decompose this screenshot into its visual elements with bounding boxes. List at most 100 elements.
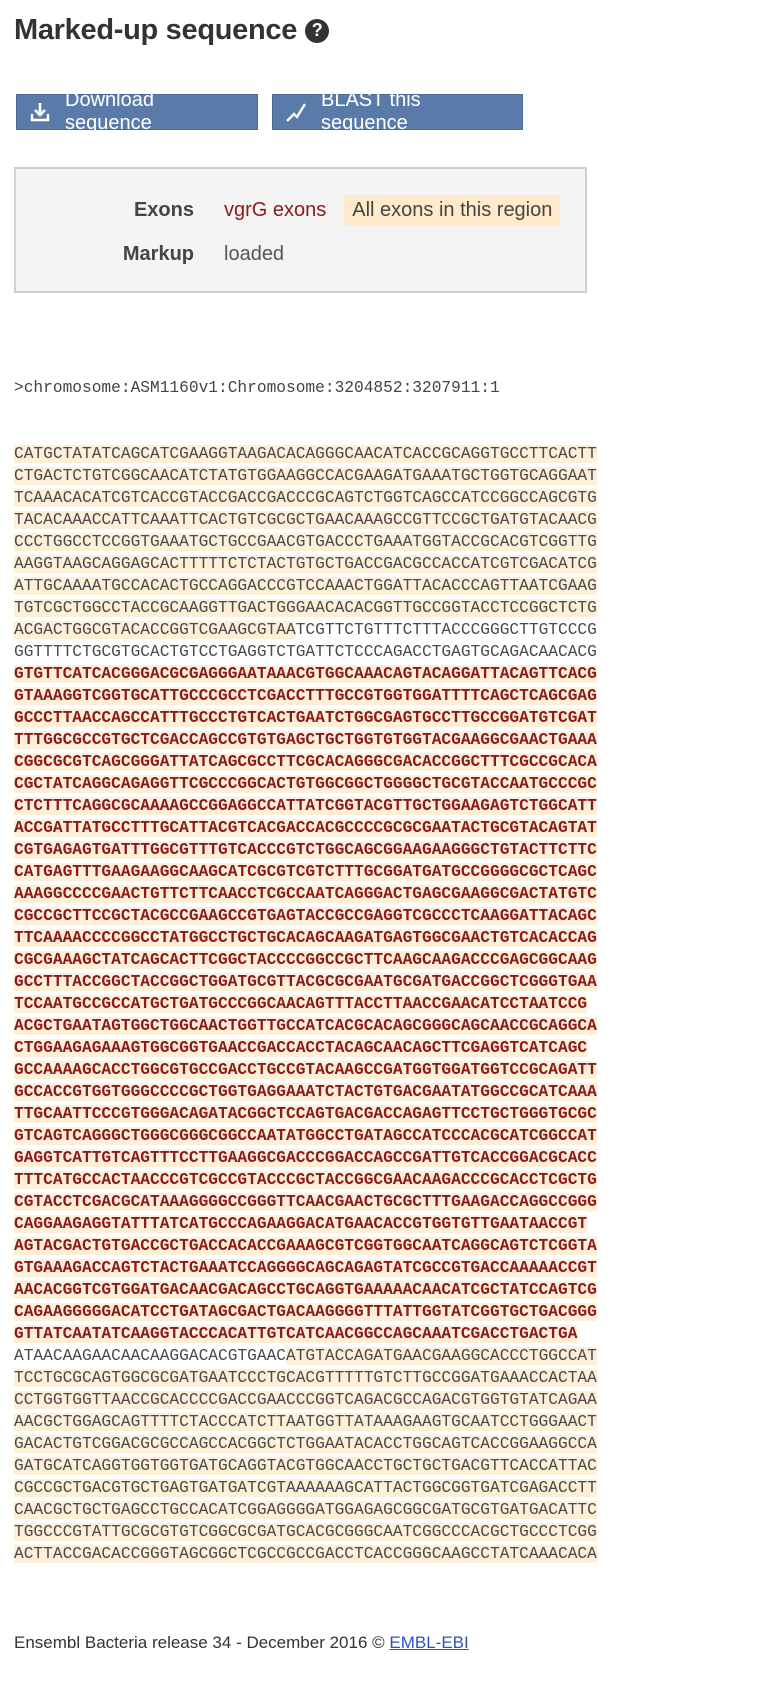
- sequence-line: CAACGCTGCTGAGCCTGCCACATCGGAGGGGATGGAGAGC…: [14, 1499, 758, 1521]
- exons-value[interactable]: vgrG exons: [224, 199, 327, 221]
- sequence-line: CAGAAGGGGGACATCCTGATAGCGACTGACAAGGGGTTTA…: [14, 1301, 758, 1323]
- exon-segment: CTGGAAGAGAAAGTGGCGGTGAACCGACCACCTACAGCAA…: [14, 1039, 588, 1057]
- exon-segment: CTCTTTCAGGCGCAAAAGCCGGAGGCCATTATCGGTACGT…: [14, 797, 597, 815]
- sequence-line: GTCAGTCAGGGCTGGGCGGGCGGCCAATATGGCCTGATAG…: [14, 1125, 758, 1147]
- sequence-line: CGCTATCAGGCAGAGGTTCGCCCGGCACTGTGGCGGCTGG…: [14, 773, 758, 795]
- sequence-line: CGTGAGAGTGATTTGGCGTTTGTCACCCGTCTGGCAGCGG…: [14, 839, 758, 861]
- blast-sequence-button[interactable]: BLAST this sequence: [272, 89, 523, 134]
- sequence-line: CGCCGCTGACGTGCTGAGTGATGATCGTAAAAAAGCATTA…: [14, 1477, 758, 1499]
- sequence-line: TTTGGCGCCGTGCTCGACCAGCCGTGTGAGCTGCTGGTGT…: [14, 729, 758, 751]
- markup-config-panel: Exons vgrG exons All exons in this regio…: [14, 167, 587, 293]
- sequence-line: CCTGGTGGTTAACCGCACCCCGACCGAACCCGGTCAGACG…: [14, 1389, 758, 1411]
- sequence-line: TCCAATGCCGCCATGCTGATGCCCGGCAACAGTTTACCTT…: [14, 993, 758, 1015]
- sequence-line: TTGCAATTCCCGTGGGACAGATACGGCTCCAGTGACGACC…: [14, 1103, 758, 1125]
- sequence-line: GCCTTTACCGGCTACCGGCTGGATGCGTTACGCGCGAATG…: [14, 971, 758, 993]
- intergenic-segment: GGTTTTCTGCGTGCACTGTCCTGAGGTCTGATTCTCCCAG…: [14, 643, 597, 661]
- sequence-line: CTGACTCTGTCGGCAACATCTATGTGGAAGGCCACGAAGA…: [14, 465, 758, 487]
- exon-segment: AACACGGTCGTGGATGACAACGACAGCCTGCAGGTGAAAA…: [14, 1281, 597, 1299]
- exon-segment: CGTGAGAGTGATTTGGCGTTTGTCACCCGTCTGGCAGCGG…: [14, 841, 597, 859]
- sequence-line: GACACTGTCGGACGCGCCAGCCACGGCTCTGGAATACACC…: [14, 1433, 758, 1455]
- exon-segment: TTCAAAACCCCGGCCTATGGCCTGCTGCACAGCAAGATGA…: [14, 929, 597, 947]
- markup-value: loaded: [224, 243, 285, 265]
- flank-segment: TCAAACACATCGTCACCGTACCGACCGACCCGCAGTCTGG…: [14, 489, 597, 507]
- sequence-line: ATAACAAGAACAACAAGGACACGTGAACATGTACCAGATG…: [14, 1345, 758, 1367]
- exon-segment: CATGAGTTTGAAGAAGGCAAGCATCGCGTCGTCTTTGCGG…: [14, 863, 597, 881]
- markup-row: Markup loaded: [16, 243, 284, 266]
- footer: Ensembl Bacteria release 34 - December 2…: [14, 1633, 469, 1653]
- flank-segment: ATTGCAAAATGCCACACTGCCAGGACCCGTCCAAACTGGA…: [14, 577, 597, 595]
- sequence-line: CATGAGTTTGAAGAAGGCAAGCATCGCGTCGTCTTTGCGG…: [14, 861, 758, 883]
- sequence-line: TGGCCCGTATTGCGCGTGTCGGCGCGATGCACGCGGGCAA…: [14, 1521, 758, 1543]
- markup-label: Markup: [122, 243, 194, 265]
- sequence-line: GTAAAGGTCGGTGCATTGCCCGCCTCGACCTTTGCCGTGG…: [14, 685, 758, 707]
- exon-segment: GCCAAAAGCACCTGGCGTGCCGACCTGCCGTACAAGCCGA…: [14, 1061, 597, 1079]
- flank-segment: ATGTACCAGATGAACGAAGGCACCCTGGCCAT: [286, 1347, 597, 1365]
- flank-segment: GATGCATCAGGTGGTGGTGATGCAGGTACGTGGCAACCTG…: [14, 1457, 597, 1475]
- sequence-line: GTGTTCATCACGGGACGCGAGGGAATAAACGTGGCAAACA…: [14, 663, 758, 685]
- sequence-line: TTCAAAACCCCGGCCTATGGCCTGCTGCACAGCAAGATGA…: [14, 927, 758, 949]
- sequence-line: AGTACGACTGTGACCGCTGACCACACCGAAAGCGTCGGTG…: [14, 1235, 758, 1257]
- exon-segment: TTGCAATTCCCGTGGGACAGATACGGCTCCAGTGACGACC…: [14, 1105, 597, 1123]
- exon-segment: ACGCTGAATAGTGGCTGGCAACTGGTTGCCATCACGCACA…: [14, 1017, 597, 1035]
- sequence-header: >chromosome:ASM1160v1:Chromosome:3204852…: [14, 379, 500, 397]
- exon-segment: TTTGGCGCCGTGCTCGACCAGCCGTGTGAGCTGCTGGTGT…: [14, 731, 597, 749]
- exon-segment: ACCGATTATGCCTTTGCATTACGTCACGACCACGCCCCGC…: [14, 819, 597, 837]
- exon-segment: AGTACGACTGTGACCGCTGACCACACCGAAAGCGTCGGTG…: [14, 1237, 597, 1255]
- download-icon: [29, 101, 51, 123]
- embl-ebi-link[interactable]: EMBL-EBI: [389, 1633, 469, 1652]
- flank-segment: CAACGCTGCTGAGCCTGCCACATCGGAGGGGATGGAGAGC…: [14, 1501, 597, 1519]
- download-sequence-label: Download sequence: [65, 89, 154, 134]
- sequence-line: GTTATCAATATCAAGGTACCCACATTGTCATCAACGGCCA…: [14, 1323, 758, 1345]
- exon-segment: CGGCGCGTCAGCGGGATTATCAGCGCCTTCGCACAGGGCG…: [14, 753, 597, 771]
- exon-segment: CGCCGCTTCCGCTACGCCGAAGCCGTGAGTACCGCCGAGG…: [14, 907, 597, 925]
- sequence-line: CATGCTATATCAGCATCGAAGGTAAGACACAGGGCAACAT…: [14, 443, 758, 465]
- flank-segment: AAGGTAAGCAGGAGCACTTTTTCTCTACTGTGCTGACCGA…: [14, 555, 597, 573]
- sequence-line: GTGAAAGACCAGTCTACTGAAATCCAGGGGCAGCAGAGTA…: [14, 1257, 758, 1279]
- help-icon[interactable]: ?: [305, 18, 330, 43]
- exon-segment: GTAAAGGTCGGTGCATTGCCCGCCTCGACCTTTGCCGTGG…: [14, 687, 597, 705]
- footer-text: Ensembl Bacteria release 34 - December 2…: [14, 1633, 390, 1652]
- sequence-line: GCCCTTAACCAGCCATTTGCCCTGTCACTGAATCTGGCGA…: [14, 707, 758, 729]
- sequence-line: GAGGTCATTGTCAGTTTCCTTGAAGGCGACCCGGACCAGC…: [14, 1147, 758, 1169]
- exon-segment: GCCACCGTGGTGGGCCCCGCTGGTGAGGAAATCTACTGTG…: [14, 1083, 597, 1101]
- sequence-line: TTTCATGCCACTAACCCGTCGCCGTACCCGCTACCGGCGA…: [14, 1169, 758, 1191]
- exon-segment: TTTCATGCCACTAACCCGTCGCCGTACCCGCTACCGGCGA…: [14, 1171, 597, 1189]
- sequence-line: GGTTTTCTGCGTGCACTGTCCTGAGGTCTGATTCTCCCAG…: [14, 641, 758, 663]
- sequence-line: CTGGAAGAGAAAGTGGCGGTGAACCGACCACCTACAGCAA…: [14, 1037, 758, 1059]
- all-exons-option[interactable]: All exons in this region: [344, 195, 561, 226]
- download-sequence-button[interactable]: Download sequence: [16, 89, 258, 134]
- flank-segment: TGGCCCGTATTGCGCGTGTCGGCGCGATGCACGCGGGCAA…: [14, 1523, 597, 1541]
- exon-segment: CAGGAAGAGGTATTTATCATGCCCAGAAGGACATGAACAC…: [14, 1215, 588, 1233]
- blast-icon: [285, 101, 307, 123]
- sequence-line: CTCTTTCAGGCGCAAAAGCCGGAGGCCATTATCGGTACGT…: [14, 795, 758, 817]
- flank-segment: TACACAAACCATTCAAATTCACTGTCGCGCTGAACAAAGC…: [14, 511, 597, 529]
- exons-row: Exons vgrG exons All exons in this regio…: [16, 195, 561, 226]
- exon-segment: GTCAGTCAGGGCTGGGCGGGCGGCCAATATGGCCTGATAG…: [14, 1127, 597, 1145]
- sequence-line: CGTACCTCGACGCATAAAGGGGCCGGGTTCAACGAACTGC…: [14, 1191, 758, 1213]
- toolbar: Download sequence BLAST this sequence: [16, 89, 523, 134]
- sequence-line: TCCTGCGCAGTGGCGCGATGAATCCCTGCACGTTTTTGTC…: [14, 1367, 758, 1389]
- sequence-line: TCAAACACATCGTCACCGTACCGACCGACCCGCAGTCTGG…: [14, 487, 758, 509]
- sequence-block: >chromosome:ASM1160v1:Chromosome:3204852…: [14, 333, 758, 1609]
- exons-label: Exons: [133, 199, 194, 221]
- sequence-line: ACGCTGAATAGTGGCTGGCAACTGGTTGCCATCACGCACA…: [14, 1015, 758, 1037]
- page-title: Marked-up sequence: [14, 14, 298, 46]
- sequence-line: ACTTACCGACACCGGGTAGCGGCTCGCCGCCGACCTCACC…: [14, 1543, 758, 1565]
- blast-sequence-label: BLAST this sequence: [321, 89, 421, 134]
- flank-segment: ACGACTGGCGTACACCGGTCGAAGCGTAA: [14, 621, 296, 639]
- exon-segment: CGCTATCAGGCAGAGGTTCGCCCGGCACTGTGGCGGCTGG…: [14, 775, 597, 793]
- flank-segment: CGCCGCTGACGTGCTGAGTGATGATCGTAAAAAAGCATTA…: [14, 1479, 597, 1497]
- sequence-line: ACCGATTATGCCTTTGCATTACGTCACGACCACGCCCCGC…: [14, 817, 758, 839]
- sequence-line: GCCACCGTGGTGGGCCCCGCTGGTGAGGAAATCTACTGTG…: [14, 1081, 758, 1103]
- page-heading: Marked-up sequence ?: [14, 14, 330, 47]
- sequence-line: AACGCTGGAGCAGTTTTCTACCCATCTTAATGGTTATAAA…: [14, 1411, 758, 1433]
- sequence-line: ACGACTGGCGTACACCGGTCGAAGCGTAATCGTTCTGTTT…: [14, 619, 758, 641]
- flank-segment: CTGACTCTGTCGGCAACATCTATGTGGAAGGCCACGAAGA…: [14, 467, 597, 485]
- flank-segment: CCTGGTGGTTAACCGCACCCCGACCGAACCCGGTCAGACG…: [14, 1391, 597, 1409]
- exon-segment: GTGAAAGACCAGTCTACTGAAATCCAGGGGCAGCAGAGTA…: [14, 1259, 597, 1277]
- flank-segment: TGTCGCTGGCCTACCGCAAGGTTGACTGGGAACACACGGT…: [14, 599, 597, 617]
- sequence-line: TGTCGCTGGCCTACCGCAAGGTTGACTGGGAACACACGGT…: [14, 597, 758, 619]
- flank-segment: CCCTGGCCTCCGGTGAAATGCTGCCGAACGTGACCCTGAA…: [14, 533, 597, 551]
- sequence-line: CGGCGCGTCAGCGGGATTATCAGCGCCTTCGCACAGGGCG…: [14, 751, 758, 773]
- exon-segment: TCCAATGCCGCCATGCTGATGCCCGGCAACAGTTTACCTT…: [14, 995, 588, 1013]
